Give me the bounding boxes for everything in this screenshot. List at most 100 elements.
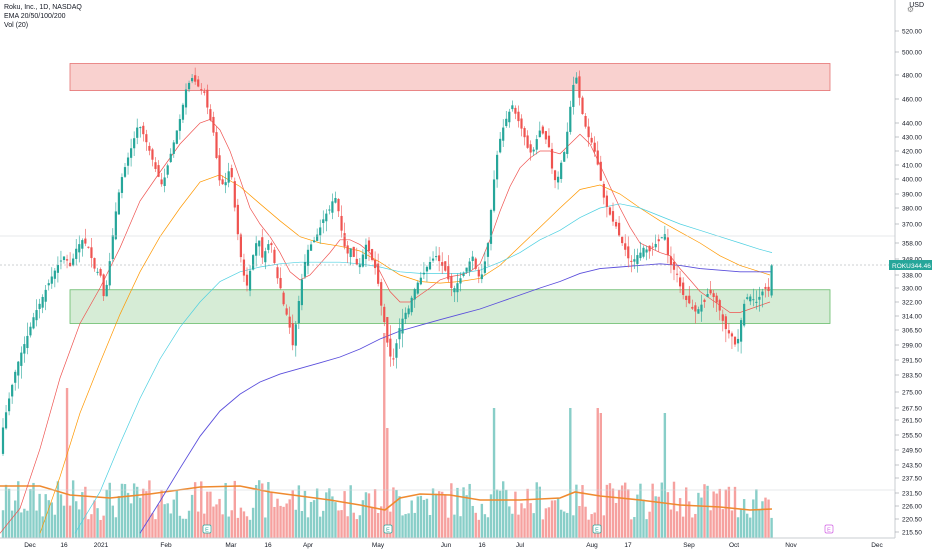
candle[interactable] <box>654 243 657 248</box>
candle[interactable] <box>44 289 47 302</box>
candle[interactable] <box>4 412 8 429</box>
candle[interactable] <box>688 295 691 304</box>
candle[interactable] <box>297 300 300 324</box>
candle[interactable] <box>108 261 111 286</box>
candle[interactable] <box>99 269 102 276</box>
candle[interactable] <box>282 292 285 305</box>
candle[interactable] <box>32 317 35 329</box>
candle[interactable] <box>422 272 425 275</box>
candle[interactable] <box>712 293 715 298</box>
candle[interactable] <box>224 182 227 186</box>
candle[interactable] <box>81 240 84 249</box>
earnings-marker[interactable] <box>383 524 393 534</box>
candle[interactable] <box>767 286 770 292</box>
earnings-marker[interactable] <box>202 524 212 534</box>
candle[interactable] <box>23 344 26 354</box>
candle[interactable] <box>578 76 581 98</box>
earnings-marker[interactable] <box>824 524 834 534</box>
candle[interactable] <box>447 266 450 280</box>
candle[interactable] <box>526 135 529 148</box>
candle[interactable] <box>666 237 669 255</box>
candle[interactable] <box>325 213 328 222</box>
candle[interactable] <box>288 316 291 328</box>
candle[interactable] <box>252 255 255 270</box>
candle[interactable] <box>53 270 56 279</box>
candle[interactable] <box>648 245 651 252</box>
candle[interactable] <box>163 177 166 187</box>
candle[interactable] <box>142 125 145 135</box>
candle[interactable] <box>611 211 615 222</box>
candle[interactable] <box>139 127 142 129</box>
candle[interactable] <box>11 384 14 397</box>
candle[interactable] <box>102 274 105 297</box>
candle[interactable] <box>209 109 212 121</box>
candle[interactable] <box>669 256 673 265</box>
candle[interactable] <box>553 170 557 181</box>
candle[interactable] <box>608 207 612 215</box>
candle[interactable] <box>62 256 66 261</box>
candle[interactable] <box>621 236 624 244</box>
candle[interactable] <box>517 111 520 122</box>
candle[interactable] <box>703 299 706 302</box>
candle[interactable] <box>614 221 618 227</box>
candle[interactable] <box>404 312 407 320</box>
candle[interactable] <box>740 320 743 342</box>
candle[interactable] <box>749 296 752 302</box>
candle[interactable] <box>499 138 502 153</box>
candle[interactable] <box>413 289 416 300</box>
candle[interactable] <box>401 318 404 334</box>
candle[interactable] <box>285 308 288 315</box>
candle[interactable] <box>41 296 44 308</box>
candle[interactable] <box>157 165 160 177</box>
candle[interactable] <box>273 249 276 263</box>
candle[interactable] <box>1 427 5 454</box>
settings-gear-icon[interactable]: ⚙ <box>906 5 914 14</box>
candle[interactable] <box>392 358 395 360</box>
candle[interactable] <box>72 258 75 266</box>
candle[interactable] <box>191 78 194 82</box>
candle[interactable] <box>605 195 608 207</box>
candle[interactable] <box>593 142 596 152</box>
candle[interactable] <box>370 249 374 260</box>
candle[interactable] <box>733 336 737 345</box>
candle[interactable] <box>642 247 645 257</box>
candle[interactable] <box>276 267 279 279</box>
candle[interactable] <box>691 306 694 309</box>
candle[interactable] <box>721 314 724 321</box>
candle[interactable] <box>569 106 572 132</box>
candle[interactable] <box>602 183 605 198</box>
candle[interactable] <box>111 235 114 260</box>
candle[interactable] <box>395 343 398 358</box>
candle[interactable] <box>160 179 163 185</box>
candle[interactable] <box>450 276 453 288</box>
candle[interactable] <box>584 115 587 127</box>
candle[interactable] <box>267 244 270 250</box>
candle[interactable] <box>651 246 654 248</box>
candle[interactable] <box>93 258 96 269</box>
candle[interactable] <box>166 165 169 175</box>
candle[interactable] <box>130 148 133 158</box>
candle[interactable] <box>90 247 93 259</box>
candle[interactable] <box>502 127 505 141</box>
candle[interactable] <box>575 77 578 84</box>
candle[interactable] <box>75 248 78 259</box>
candle[interactable] <box>419 277 422 285</box>
candle[interactable] <box>352 246 355 257</box>
candle[interactable] <box>377 263 380 284</box>
candle[interactable] <box>663 234 666 240</box>
candle[interactable] <box>550 148 554 169</box>
candle[interactable] <box>505 118 508 127</box>
candle[interactable] <box>87 246 90 248</box>
candle[interactable] <box>120 177 124 193</box>
candle[interactable] <box>453 288 456 293</box>
candle[interactable] <box>560 162 563 179</box>
candle[interactable] <box>685 295 688 300</box>
candle[interactable] <box>566 131 569 154</box>
candle[interactable] <box>374 259 377 269</box>
candle[interactable] <box>431 258 435 261</box>
candle[interactable] <box>337 198 340 212</box>
candle[interactable] <box>264 251 267 263</box>
candle[interactable] <box>474 258 477 269</box>
candle[interactable] <box>492 179 496 211</box>
